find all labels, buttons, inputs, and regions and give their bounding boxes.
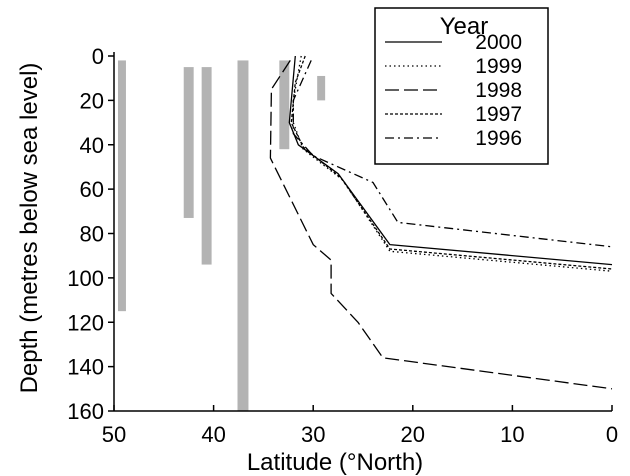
shaded-depth-bars	[117, 60, 326, 411]
y-tick-label: 100	[67, 266, 104, 291]
series-lines	[269, 55, 613, 390]
y-tick-label: 140	[67, 355, 104, 380]
depth-bar-2	[183, 67, 194, 218]
y-tick-label: 160	[67, 399, 104, 424]
legend-label-1996: 1996	[475, 127, 522, 150]
depth-bar-3	[201, 67, 212, 265]
legend-box	[374, 7, 549, 165]
x-tick-marks: 50 40 30 20 10 0	[102, 405, 618, 447]
axes	[113, 52, 612, 412]
legend-label-1999: 1999	[475, 55, 522, 78]
depth-bar-1	[117, 60, 126, 312]
series-line-1996	[292, 60, 613, 248]
y-tick-label: 20	[80, 88, 104, 113]
y-tick-label: 0	[92, 44, 104, 69]
series-line-1998	[269, 60, 613, 390]
y-tick-label: 80	[80, 222, 104, 247]
y-tick-label: 60	[80, 177, 104, 202]
legend-title: Year	[440, 13, 489, 40]
y-axis-label: Depth (metres below sea level)	[16, 63, 43, 394]
depth-bar-6	[317, 75, 326, 101]
series-line-2000	[288, 55, 613, 266]
y-tick-label: 120	[67, 310, 104, 335]
x-axis-label: Latitude (°North)	[247, 449, 423, 476]
legend-label-1997: 1997	[475, 103, 522, 126]
x-tick-label: 20	[401, 422, 425, 447]
y-tick-label: 40	[80, 133, 104, 158]
series-line-1997	[290, 55, 613, 270]
x-tick-label: 50	[102, 422, 126, 447]
x-tick-label: 40	[201, 422, 225, 447]
legend-label-1998: 1998	[475, 79, 522, 102]
x-tick-label: 30	[301, 422, 325, 447]
x-tick-label: 0	[606, 422, 618, 447]
depth-bar-5	[279, 60, 290, 150]
x-tick-label: 10	[500, 422, 524, 447]
y-tick-marks: 0 20 40 60 80 100 120 140 160	[67, 44, 114, 424]
depth-bar-4	[237, 60, 249, 411]
legend-label-2000: 2000	[475, 31, 522, 54]
